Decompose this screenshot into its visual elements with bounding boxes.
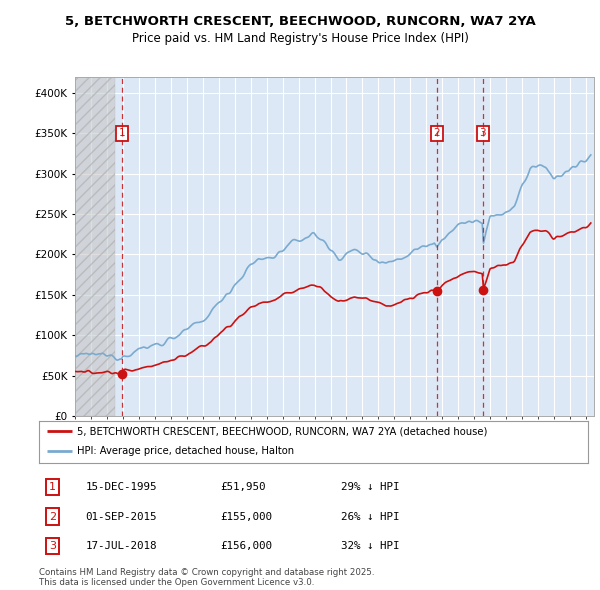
Text: £156,000: £156,000: [220, 541, 272, 551]
Text: 2: 2: [49, 512, 56, 522]
Text: 2: 2: [434, 128, 440, 138]
Text: 15-DEC-1995: 15-DEC-1995: [86, 483, 157, 492]
Text: £51,950: £51,950: [220, 483, 266, 492]
Text: 3: 3: [49, 541, 56, 551]
Text: HPI: Average price, detached house, Halton: HPI: Average price, detached house, Halt…: [77, 446, 295, 456]
Text: 17-JUL-2018: 17-JUL-2018: [86, 541, 157, 551]
Text: 1: 1: [119, 128, 125, 138]
Text: 3: 3: [479, 128, 486, 138]
Text: £155,000: £155,000: [220, 512, 272, 522]
Text: Price paid vs. HM Land Registry's House Price Index (HPI): Price paid vs. HM Land Registry's House …: [131, 32, 469, 45]
Text: Contains HM Land Registry data © Crown copyright and database right 2025.
This d: Contains HM Land Registry data © Crown c…: [39, 568, 374, 587]
Text: 26% ↓ HPI: 26% ↓ HPI: [341, 512, 400, 522]
Text: 5, BETCHWORTH CRESCENT, BEECHWOOD, RUNCORN, WA7 2YA (detached house): 5, BETCHWORTH CRESCENT, BEECHWOOD, RUNCO…: [77, 427, 488, 436]
Text: 1: 1: [49, 483, 56, 492]
Text: 01-SEP-2015: 01-SEP-2015: [86, 512, 157, 522]
Bar: [75, 77, 115, 416]
Text: 32% ↓ HPI: 32% ↓ HPI: [341, 541, 400, 551]
Text: 29% ↓ HPI: 29% ↓ HPI: [341, 483, 400, 492]
Text: 5, BETCHWORTH CRESCENT, BEECHWOOD, RUNCORN, WA7 2YA: 5, BETCHWORTH CRESCENT, BEECHWOOD, RUNCO…: [65, 15, 535, 28]
